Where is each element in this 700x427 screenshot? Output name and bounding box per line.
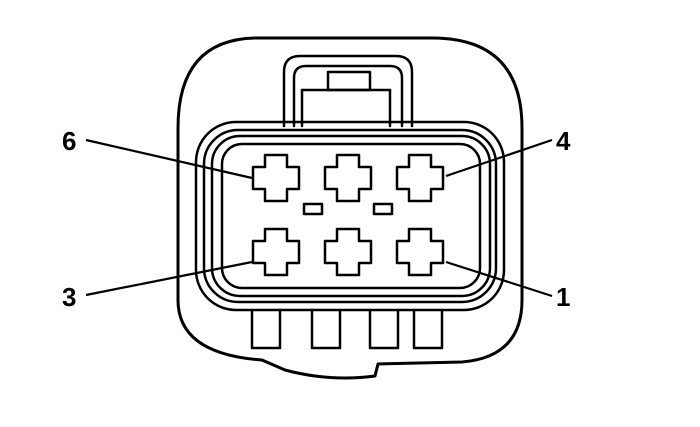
terminal-cavity <box>251 227 301 277</box>
terminal-cavity <box>395 227 445 277</box>
rib-1 <box>250 308 282 350</box>
pin-label-1: 1 <box>556 282 570 312</box>
pin-label-3: 3 <box>62 282 76 312</box>
terminal-cavity <box>323 227 373 277</box>
pin-label-4: 4 <box>556 126 571 156</box>
rib-2 <box>310 308 342 350</box>
leader-line-pin-6 <box>85 138 253 180</box>
key-slot-right <box>372 202 394 216</box>
rib-4 <box>412 308 444 350</box>
bottom-ribs <box>250 308 444 350</box>
keying-slots <box>302 202 394 216</box>
leader-line-pin-1 <box>445 260 553 298</box>
leader-line-pin-3 <box>85 260 253 297</box>
key-slot-left <box>302 202 324 216</box>
locking-latch <box>282 54 414 128</box>
terminal-cavities <box>251 153 445 277</box>
terminal-cavity <box>395 153 445 203</box>
terminal-cavity <box>251 153 301 203</box>
leader-line-pin-4 <box>445 138 553 178</box>
pin-label-6: 6 <box>62 126 76 156</box>
terminal-cavity <box>323 153 373 203</box>
rib-3 <box>368 308 400 350</box>
connector-outer-housing <box>176 36 524 380</box>
seal-rings <box>194 120 506 312</box>
